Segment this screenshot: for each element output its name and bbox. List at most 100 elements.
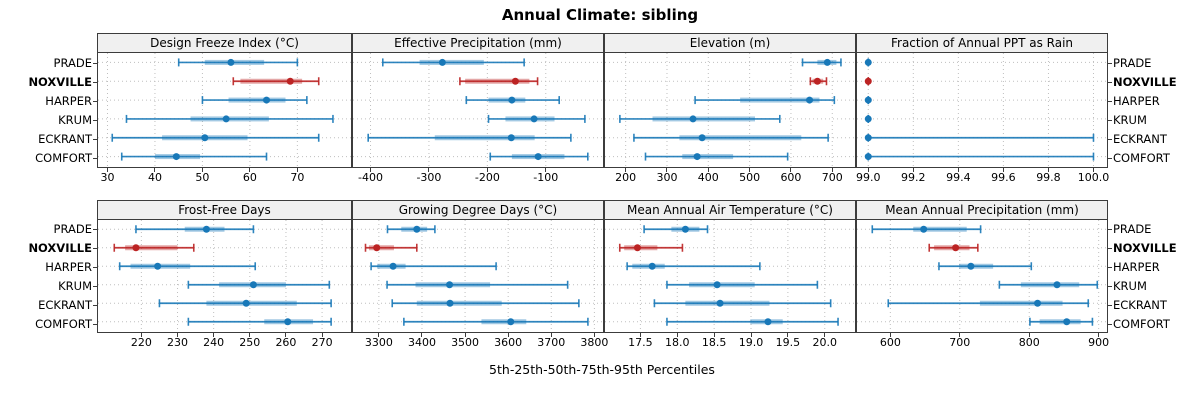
percentile-row-prade (871, 225, 982, 234)
x-axis-mean-annual-air-temperature-c: 17.5 18.0 18.5 19.0 19.5 20.0 (604, 333, 856, 350)
percentile-row-harper (864, 96, 872, 105)
x-tick (550, 333, 552, 337)
panel-plot-growing-degree-days-c (352, 220, 604, 333)
quartile-band (685, 300, 770, 306)
median-dot (508, 96, 516, 104)
percentile-row-eckrant (367, 133, 572, 142)
x-tick (1028, 333, 1030, 337)
x-tick-label: 250 (239, 336, 261, 349)
row-tick-left (93, 267, 97, 269)
x-tick (1092, 168, 1094, 172)
x-tick-label: -200 (474, 171, 500, 184)
x-tick (486, 168, 488, 172)
panel-plot-mean-annual-air-temperature-c (604, 220, 856, 333)
x-tick-label: 800 (1018, 336, 1040, 349)
x-tick-label: 17.5 (628, 336, 653, 349)
median-dot (222, 115, 230, 123)
row-tick-right (1108, 158, 1112, 160)
row-label-right-comfort: COMFORT (1113, 151, 1170, 166)
x-tick-label: 3700 (537, 336, 566, 349)
row-label-left-comfort: COMFORT (35, 151, 92, 166)
quartile-band (481, 319, 527, 325)
row-label-right-harper: HARPER (1113, 260, 1160, 275)
quartile-band (689, 282, 755, 288)
quartile-band (679, 135, 802, 141)
x-tick-label: 18.0 (665, 336, 690, 349)
quartile-band (934, 245, 970, 251)
median-dot (202, 225, 210, 233)
row-tick-right (1108, 81, 1112, 83)
x-tick (749, 168, 751, 172)
quartile-band (228, 97, 286, 103)
x-axis-effective-precipitation-mm: -400 -300 -200 -100 (352, 168, 604, 185)
panel-canvas (605, 220, 855, 331)
panel-strip-elevation-m: Elevation (m) (604, 33, 856, 53)
median-dot (286, 77, 294, 85)
percentile-row-krum (998, 280, 1099, 289)
percentile-row-prade (801, 58, 842, 67)
x-tick (321, 333, 323, 337)
row-tick-right (1108, 120, 1112, 122)
median-dot (967, 262, 975, 270)
median-dot (1063, 318, 1071, 326)
median-dot (764, 318, 772, 326)
row-tick-left (93, 62, 97, 64)
x-tick (545, 168, 547, 172)
x-tick (959, 333, 961, 337)
median-dot (648, 262, 656, 270)
median-dot (823, 58, 831, 66)
panel-growing-degree-days-c: Growing Degree Days (°C) 3300 3400 3500 3600… (352, 200, 608, 349)
percentile-row-noxville (809, 77, 828, 86)
x-tick-label: 270 (311, 336, 333, 349)
x-tick (831, 168, 833, 172)
x-axis-fraction-of-annual-ppt-as-rain: 99.0 99.2 99.4 99.6 99.8 100.0 (856, 168, 1109, 185)
row-label-right-comfort: COMFORT (1113, 316, 1170, 331)
percentile-row-harper (465, 96, 560, 105)
x-tick-label: 200 (615, 171, 637, 184)
percentile-row-eckrant (887, 299, 1090, 308)
median-dot (713, 281, 721, 289)
panel-plot-design-freeze-index-c (97, 53, 352, 168)
quartile-band (125, 245, 178, 251)
panel-canvas (353, 53, 603, 166)
x-tick (106, 168, 108, 172)
x-tick (957, 168, 959, 172)
row-label-right-noxville: NOXVILLE (1113, 241, 1177, 256)
x-tick (428, 168, 430, 172)
row-tick-right (1108, 229, 1112, 231)
median-dot (813, 77, 821, 85)
quartile-band (465, 78, 530, 84)
quartile-band (368, 245, 394, 251)
row-tick-right (1108, 323, 1112, 325)
row-tick-left (93, 285, 97, 287)
quartile-band (740, 97, 820, 103)
median-dot (864, 115, 872, 123)
percentile-row-noxville (113, 243, 195, 252)
x-tick (249, 168, 251, 172)
row-label-left-harper: HARPER (45, 93, 92, 108)
median-dot (446, 299, 454, 307)
percentile-row-eckrant (391, 299, 580, 308)
row-label-left-krum: KRUM (58, 113, 92, 128)
percentile-row-krum (864, 114, 872, 123)
x-tick-label: 40 (147, 171, 162, 184)
percentile-row-harper (938, 262, 1033, 271)
median-dot (1034, 299, 1042, 307)
x-tick (201, 168, 203, 172)
row-label-right-eckrant: ECKRANT (1113, 297, 1167, 312)
row-label-right-krum: KRUM (1113, 113, 1147, 128)
percentile-row-prade (643, 225, 709, 234)
x-tick-label: 220 (130, 336, 152, 349)
percentile-row-eckrant (864, 133, 1095, 142)
quartile-band (419, 59, 484, 65)
percentile-row-noxville (459, 77, 539, 86)
percentile-row-eckrant (158, 299, 332, 308)
percentile-row-harper (694, 96, 836, 105)
percentile-row-krum (125, 114, 334, 123)
panel-mean-annual-air-temperature-c: Mean Annual Air Temperature (°C) 17.5 18.0… (604, 200, 856, 349)
x-tick (507, 333, 509, 337)
x-tick (790, 168, 792, 172)
median-dot (154, 262, 162, 270)
x-tick-label: -100 (533, 171, 559, 184)
median-dot (263, 96, 271, 104)
